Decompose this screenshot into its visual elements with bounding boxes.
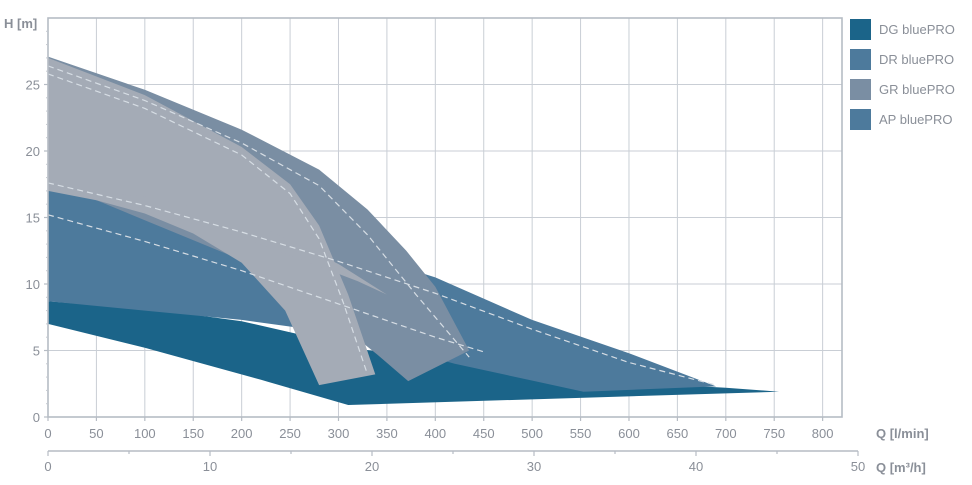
legend-swatch — [850, 18, 871, 40]
x-tick-label: 450 — [473, 426, 495, 441]
x2-axis-label: Q [m³/h] — [876, 460, 926, 475]
legend-label: DG bluePRO — [879, 21, 955, 37]
legend: DG bluePRO DR bluePRO GR bluePRO AP blue… — [850, 18, 955, 138]
legend-item-ap: AP bluePRO — [850, 108, 955, 130]
x-tick-label: 300 — [328, 426, 350, 441]
x-tick-label: 200 — [231, 426, 253, 441]
legend-item-dr: DR bluePRO — [850, 48, 955, 70]
x-axis-label: Q [l/min] — [876, 426, 929, 441]
x-tick-label: 500 — [521, 426, 543, 441]
x-tick-label: 750 — [763, 426, 785, 441]
legend-swatch — [850, 48, 871, 70]
legend-item-gr: GR bluePRO — [850, 78, 955, 100]
x-tick-label: 650 — [667, 426, 689, 441]
y-axis-label: H [m] — [4, 16, 37, 31]
y-tick-label: 25 — [26, 78, 40, 93]
dashed-curve — [47, 73, 369, 375]
y-tick-label: 20 — [26, 144, 40, 159]
dashed-curve — [47, 214, 484, 353]
x-tick-label: 0 — [44, 426, 51, 441]
x-tick-label: 400 — [424, 426, 446, 441]
dashed-curves — [47, 65, 717, 386]
legend-label: AP bluePRO — [879, 111, 953, 127]
legend-label: DR bluePRO — [879, 51, 955, 67]
series-areas — [48, 56, 780, 405]
legend-swatch — [850, 108, 871, 130]
x-tick-label: 550 — [570, 426, 592, 441]
legend-swatch — [850, 78, 871, 100]
dashed-curve — [47, 182, 717, 386]
x-tick-label: 150 — [182, 426, 204, 441]
x-tick-label: 50 — [89, 426, 103, 441]
x-tick-label: 600 — [618, 426, 640, 441]
x2-tick-label: 0 — [44, 459, 51, 474]
legend-label: GR bluePRO — [879, 81, 955, 97]
y-tick-label: 15 — [26, 211, 40, 226]
x-tick-label: 250 — [279, 426, 301, 441]
x2-tick-label: 40 — [689, 459, 703, 474]
y-tick-label: 0 — [33, 410, 40, 425]
x-tick-label: 100 — [134, 426, 156, 441]
y-tick-label: 5 — [33, 344, 40, 359]
x-tick-label: 700 — [715, 426, 737, 441]
y-tick-label: 10 — [26, 277, 40, 292]
x2-tick-label: 20 — [365, 459, 379, 474]
legend-item-dg: DG bluePRO — [850, 18, 955, 40]
x-tick-label: 800 — [812, 426, 834, 441]
x2-tick-label: 50 — [851, 459, 865, 474]
dashed-curve — [47, 65, 470, 358]
x2-tick-label: 30 — [527, 459, 541, 474]
x2-tick-label: 10 — [203, 459, 217, 474]
x-tick-label: 350 — [376, 426, 398, 441]
